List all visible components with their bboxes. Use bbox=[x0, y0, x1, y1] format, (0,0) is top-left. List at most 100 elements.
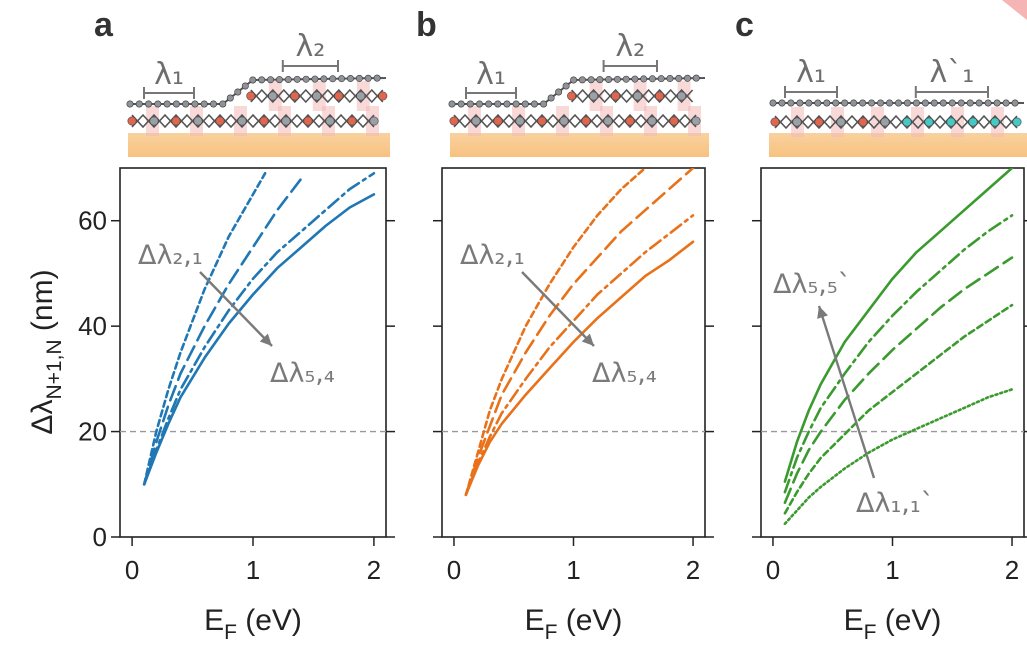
carbon-atom bbox=[877, 99, 885, 107]
lattice-bonds bbox=[250, 88, 384, 104]
lambda-left-label: λ₁ bbox=[154, 57, 184, 92]
carbon-atom bbox=[475, 100, 483, 108]
carbon-atom bbox=[966, 99, 974, 107]
annotation-end-label: Δλ₅,₄ bbox=[592, 358, 657, 389]
series-line-dashed bbox=[464, 168, 695, 497]
x-axis-label: EF (eV) bbox=[204, 604, 302, 644]
atom bbox=[858, 117, 868, 127]
atom bbox=[990, 117, 1000, 127]
carbon-atom bbox=[329, 75, 337, 83]
atom bbox=[537, 116, 547, 126]
atom bbox=[268, 91, 278, 101]
carbon-atom bbox=[778, 99, 786, 107]
annotation-end-label: Δλ₅,₅` bbox=[773, 269, 851, 300]
lattice-bonds bbox=[774, 114, 1018, 130]
plot-frame bbox=[119, 167, 387, 538]
annotation-start-label: Δλ₁,₁` bbox=[856, 488, 934, 519]
carbon-atom bbox=[284, 75, 292, 83]
carbon-atom bbox=[859, 99, 867, 107]
carbon-atom bbox=[640, 75, 648, 83]
carbon-atom bbox=[850, 99, 858, 107]
carbon-atom bbox=[200, 100, 208, 108]
carbon-atom bbox=[1011, 99, 1019, 107]
series-line-dotted-short bbox=[464, 168, 647, 497]
x-axis-label: EF (eV) bbox=[525, 604, 623, 644]
carbon-atom bbox=[172, 100, 180, 108]
carbon-atom bbox=[868, 99, 876, 107]
carbon-atom bbox=[293, 75, 301, 83]
atom bbox=[259, 116, 269, 126]
glow-band bbox=[871, 107, 884, 137]
x-axis-label-main: E bbox=[844, 604, 864, 637]
y-axis-label: ΔλN+1,N (nm) bbox=[26, 269, 66, 434]
atom bbox=[677, 91, 687, 101]
atom bbox=[378, 91, 388, 101]
carbon-atom bbox=[258, 76, 266, 84]
carbon-atom bbox=[249, 76, 257, 84]
carbon-atom bbox=[355, 74, 363, 82]
carbon-atom bbox=[993, 99, 1001, 107]
atom bbox=[369, 116, 379, 126]
atom bbox=[655, 91, 665, 101]
atom bbox=[968, 117, 978, 127]
atom bbox=[246, 91, 256, 101]
carbon-atom bbox=[912, 99, 920, 107]
atom bbox=[325, 116, 335, 126]
schematic: λ₁ λ`₁ bbox=[769, 55, 1027, 157]
carbon-atom bbox=[530, 100, 538, 108]
carbon-atom bbox=[512, 100, 520, 108]
carbon-atom bbox=[570, 76, 578, 84]
glow-band bbox=[911, 107, 924, 137]
substrate-sheen bbox=[769, 133, 1027, 157]
atom bbox=[149, 116, 159, 126]
carbon-atom bbox=[622, 75, 630, 83]
panel-letter: c bbox=[735, 6, 754, 44]
carbon-atom bbox=[984, 99, 992, 107]
lambda-right-label: λ₂ bbox=[615, 29, 645, 64]
panel-c: c λ₁ λ`₁ 0 1 2 EF (eV) Δλ₅,₅` Δλ₁,₁` bbox=[735, 6, 1027, 644]
schematic: λ₁ λ₂ bbox=[126, 29, 390, 157]
atom bbox=[347, 116, 357, 126]
series-group bbox=[142, 172, 376, 486]
annotation-start-label: Δλ₂,₁ bbox=[138, 240, 203, 271]
carbon-atom bbox=[975, 99, 983, 107]
carbon-atom bbox=[666, 75, 674, 83]
series-line-dash-dot bbox=[464, 214, 695, 497]
panel-b: b λ₁ λ₂ 0 1 2 EF (eV) Δλ₂,₁ Δλ₅,₄ bbox=[416, 6, 714, 644]
x-tick-label: 2 bbox=[367, 555, 381, 585]
atom bbox=[193, 116, 203, 126]
y-tick-label: 20 bbox=[78, 417, 107, 447]
x-tick-label: 1 bbox=[885, 555, 899, 585]
atom bbox=[471, 116, 481, 126]
carbon-atom bbox=[587, 76, 595, 84]
x-tick-label: 2 bbox=[686, 555, 700, 585]
x-axis-label-main: E bbox=[204, 604, 224, 637]
atom bbox=[611, 91, 621, 101]
carbon-atom bbox=[521, 100, 529, 108]
atom bbox=[633, 91, 643, 101]
carbon-atom bbox=[182, 100, 190, 108]
atom bbox=[281, 116, 291, 126]
atom bbox=[581, 116, 591, 126]
annotation-arrow-shaft bbox=[817, 305, 876, 479]
y-tick-label: 0 bbox=[93, 522, 107, 552]
x-tick-label: 0 bbox=[125, 555, 139, 585]
series-line-dashed bbox=[142, 177, 303, 486]
x-axis-label-unit: (eV) bbox=[557, 604, 622, 637]
carbon-atom bbox=[903, 99, 911, 107]
carbon-atom bbox=[631, 75, 639, 83]
atom bbox=[559, 116, 569, 126]
x-tick-label: 0 bbox=[766, 555, 780, 585]
x-axis-label-unit: (eV) bbox=[237, 604, 302, 637]
carbon-atom bbox=[555, 88, 563, 96]
atom bbox=[127, 116, 137, 126]
carbon-atom bbox=[135, 100, 143, 108]
carbon-atom bbox=[957, 99, 965, 107]
x-tick-label: 2 bbox=[1005, 555, 1019, 585]
atom bbox=[924, 117, 934, 127]
carbon-atom bbox=[605, 75, 613, 83]
atom bbox=[669, 116, 679, 126]
carbon-atom bbox=[613, 75, 621, 83]
carbon-atom bbox=[364, 74, 372, 82]
carbon-atom bbox=[503, 100, 511, 108]
